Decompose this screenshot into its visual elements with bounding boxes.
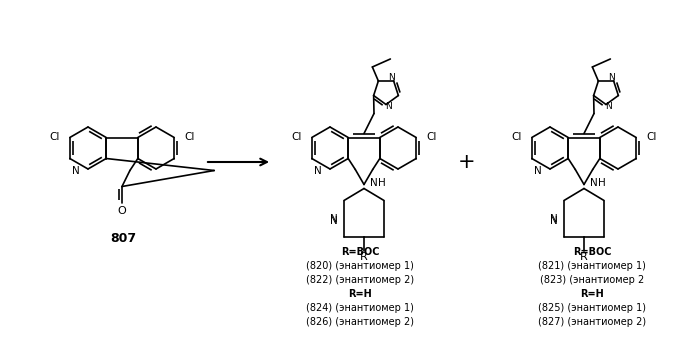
Text: 807: 807 <box>110 231 136 245</box>
Text: H: H <box>598 177 606 188</box>
Text: N: N <box>550 213 558 224</box>
Text: Cl: Cl <box>512 133 522 143</box>
Text: (825) (энантиомер 1): (825) (энантиомер 1) <box>538 303 646 313</box>
Text: +: + <box>458 152 476 172</box>
Text: (823) (энантиомер 2: (823) (энантиомер 2 <box>540 275 644 285</box>
Text: R: R <box>360 253 368 263</box>
Text: Cl: Cl <box>291 133 302 143</box>
Text: Cl: Cl <box>185 133 194 143</box>
Text: (822) (энантиомер 2): (822) (энантиомер 2) <box>306 275 414 285</box>
Text: (821) (энантиомер 1): (821) (энантиомер 1) <box>538 261 646 271</box>
Text: R=BOC: R=BOC <box>340 247 380 257</box>
Text: Cl: Cl <box>50 133 60 143</box>
Text: N: N <box>384 102 391 111</box>
Text: N: N <box>330 216 338 226</box>
Text: N: N <box>590 177 598 188</box>
Text: (826) (энантиомер 2): (826) (энантиомер 2) <box>306 317 414 327</box>
Text: N: N <box>72 166 80 176</box>
Text: N: N <box>550 216 558 226</box>
Text: R=H: R=H <box>580 289 604 299</box>
Text: N: N <box>330 213 338 224</box>
Text: O: O <box>117 207 127 217</box>
Text: H: H <box>378 177 386 188</box>
Text: N: N <box>534 166 542 176</box>
Text: (820) (энантиомер 1): (820) (энантиомер 1) <box>306 261 414 271</box>
Text: N: N <box>370 177 377 188</box>
Text: N: N <box>605 102 612 111</box>
Text: (827) (энантиомер 2): (827) (энантиомер 2) <box>538 317 646 327</box>
Text: Cl: Cl <box>646 133 656 143</box>
Text: N: N <box>315 166 322 176</box>
Text: N: N <box>608 73 615 82</box>
Text: (824) (энантиомер 1): (824) (энантиомер 1) <box>306 303 414 313</box>
Text: Cl: Cl <box>426 133 437 143</box>
Text: R: R <box>580 253 588 263</box>
Text: R=BOC: R=BOC <box>572 247 611 257</box>
Text: N: N <box>388 73 395 82</box>
Text: R=H: R=H <box>348 289 372 299</box>
